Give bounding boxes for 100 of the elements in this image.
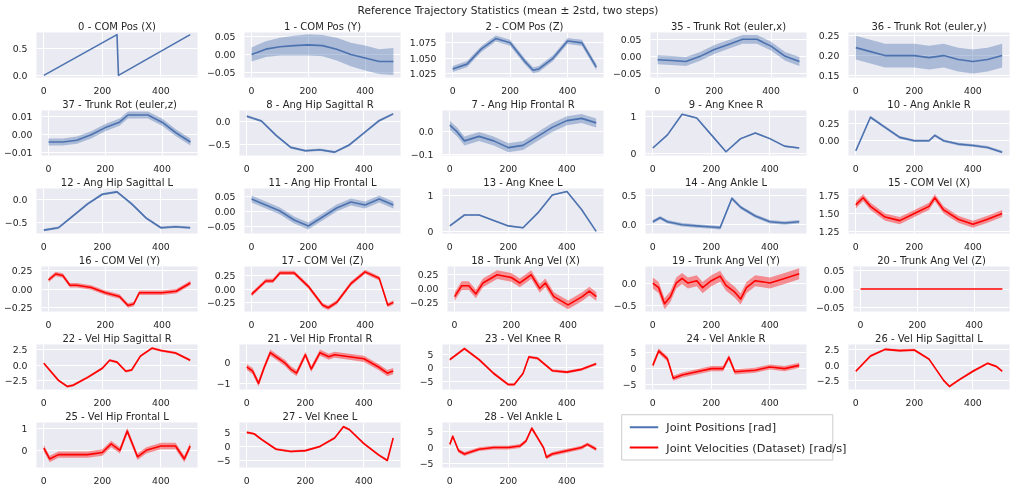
y-tick-label: 0.25 [214, 270, 236, 282]
y-tick-label: 0.0 [621, 219, 637, 231]
y-tick-label: −0.25 [409, 296, 439, 308]
y-tick-label: −2.5 [816, 374, 840, 386]
y-tick-label: 0.05 [823, 264, 845, 276]
y-tick-label: −0.05 [815, 302, 845, 314]
x-tick-label: 400 [355, 162, 373, 174]
x-tick-label: 400 [152, 474, 170, 486]
y-tick-label: 0.00 [823, 283, 845, 295]
x-tick-label: 0 [248, 240, 255, 252]
y-tick-label: 5 [224, 426, 231, 438]
y-tick-label: 5 [427, 426, 434, 437]
x-tick-label: 200 [702, 318, 721, 330]
x-tick-label: 400 [964, 84, 982, 96]
chart-title: 28 - Vel Ankle L [484, 411, 563, 422]
y-tick-label: −0.5 [207, 139, 231, 151]
y-tick-label: 0.00 [214, 283, 236, 295]
x-tick-label: 400 [355, 474, 373, 486]
y-tick-label: 0 [630, 363, 637, 375]
x-tick-label: 200 [905, 162, 924, 174]
y-tick-label: 0.00 [214, 48, 236, 60]
x-tick-label: 0 [852, 84, 859, 96]
x-tick-label: 0 [248, 318, 255, 330]
chart-title: 35 - Trunk Rot (euler,x) [670, 21, 787, 32]
y-tick-label: 0 [224, 357, 231, 369]
y-tick-label: 0.25 [818, 118, 840, 130]
y-tick-label: −0.05 [206, 220, 236, 232]
chart-title: 19 - Trunk Ang Vel (Y) [672, 255, 781, 266]
y-tick-label: 0.0 [12, 359, 28, 371]
y-tick-label: −0.25 [206, 296, 236, 308]
x-tick-label: 200 [96, 162, 115, 174]
x-tick-label: 400 [558, 84, 577, 96]
x-tick-label: 400 [964, 396, 982, 408]
y-tick-label: 0.25 [818, 30, 840, 42]
x-tick-label: 200 [499, 240, 518, 252]
y-tick-label: 0.0 [418, 126, 434, 138]
chart-title: 15 - COM Vel (X) [887, 177, 971, 188]
x-tick-label: 200 [502, 318, 521, 330]
x-tick-label: 0 [446, 474, 453, 486]
x-tick-label: 0 [649, 240, 656, 252]
x-tick-label: 0 [446, 162, 453, 174]
x-tick-label: 0 [852, 162, 859, 174]
x-tick-label: 400 [964, 162, 982, 174]
y-tick-label: 0 [630, 148, 637, 160]
x-tick-label: 200 [299, 84, 318, 96]
chart-title: 24 - Vel Ankle R [686, 333, 766, 344]
text: Reference Trajectory Statistics (mean ± 2std, two steps) [357, 3, 659, 17]
x-tick-label: 200 [299, 240, 318, 252]
y-tick-label: 1.75 [818, 190, 840, 202]
y-tick-label: 1.50 [818, 208, 840, 219]
x-tick-label: 400 [558, 396, 576, 408]
y-tick-label: −0.01 [3, 147, 33, 159]
x-tick-label: 200 [499, 162, 518, 174]
x-tick-label: 400 [558, 162, 576, 174]
x-tick-label: 0 [649, 318, 656, 330]
chart-title: 16 - COM Vel (Y) [78, 255, 161, 266]
x-tick-label: 400 [965, 318, 984, 330]
y-tick-label: 1 [427, 189, 434, 201]
y-tick-label: 0 [427, 225, 434, 237]
y-tick-label: 0.00 [11, 129, 33, 141]
legend-label: Joint Velocities (Dataset) [rad/s] [665, 440, 847, 455]
y-tick-label: 0.0 [621, 277, 637, 289]
x-tick-label: 400 [559, 318, 578, 330]
y-tick-label: −5 [622, 379, 637, 391]
x-tick-label: 400 [761, 240, 779, 252]
x-tick-label: 200 [93, 240, 112, 252]
chart-title: 23 - Vel Knee R [484, 333, 562, 344]
x-tick-label: 400 [356, 318, 375, 330]
x-tick-label: 200 [905, 396, 924, 408]
chart-title: 13 - Ang Knee L [483, 177, 564, 188]
x-tick-label: 200 [501, 84, 520, 96]
y-tick-label: 0.00 [620, 50, 642, 62]
y-tick-label: −0.1 [410, 148, 434, 160]
y-tick-label: 1 [630, 110, 637, 122]
y-tick-label: 0.25 [11, 264, 33, 276]
y-tick-label: 2.5 [12, 344, 28, 356]
y-tick-label: 0 [427, 442, 434, 454]
y-tick-label: 0.0 [12, 69, 28, 81]
y-tick-label: 0.00 [11, 283, 33, 295]
x-tick-label: 400 [761, 318, 779, 330]
x-tick-label: 0 [248, 84, 255, 96]
x-tick-label: 400 [964, 240, 982, 252]
x-tick-label: 200 [499, 474, 518, 486]
x-tick-label: 0 [40, 396, 47, 408]
chart-title: 21 - Vel Hip Frontal R [267, 333, 373, 344]
chart-title: 11 - Ang Hip Frontal L [268, 177, 378, 188]
x-tick-label: 200 [702, 162, 721, 174]
x-tick-label: 0 [649, 162, 656, 174]
x-tick-label: 200 [702, 396, 721, 408]
y-tick-label: 0.0 [12, 193, 28, 205]
chart-title: 9 - Ang Knee R [688, 99, 764, 110]
chart-title: 1 - COM Pos (Y) [283, 21, 362, 32]
x-tick-label: 0 [446, 396, 453, 408]
y-tick-label: 0.00 [818, 135, 840, 147]
x-tick-label: 0 [852, 396, 859, 408]
y-tick-label: −2.5 [4, 374, 28, 386]
chart-title: 20 - Trunk Ang Vel (Z) [877, 255, 986, 266]
x-tick-label: 400 [356, 240, 375, 252]
y-tick-label: −0.5 [4, 217, 28, 229]
x-tick-label: 0 [40, 84, 47, 96]
